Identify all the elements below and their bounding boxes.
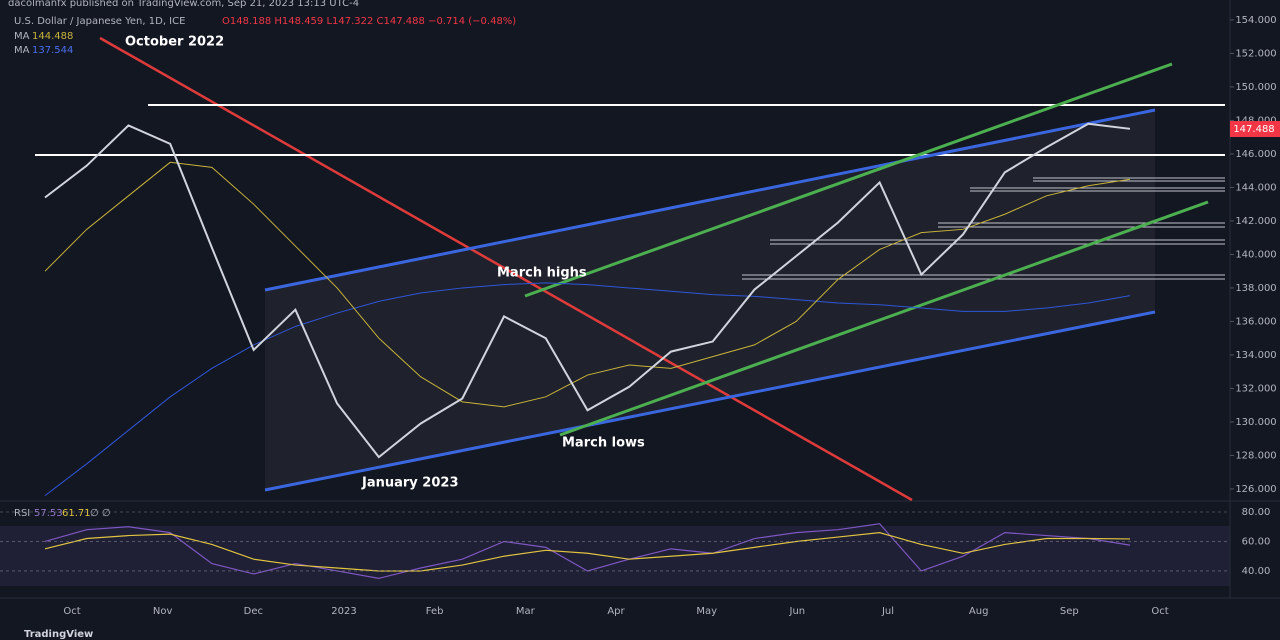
rsi-tick-label: 80.00: [1242, 507, 1271, 518]
rsi-tick-label: 40.00: [1242, 566, 1271, 577]
y-tick-label: 154.000: [1235, 15, 1276, 26]
y-tick-label: 136.000: [1235, 316, 1276, 327]
x-tick-label: Sep: [1060, 606, 1079, 617]
y-tick-label: 138.000: [1235, 283, 1276, 294]
ma-value: 144.488: [32, 31, 73, 42]
rsi-label: RSI: [14, 508, 30, 519]
x-tick-label: Mar: [516, 606, 536, 617]
ohlc: O148.188 H148.459 L147.322 C147.488 −0.7…: [222, 16, 516, 27]
y-tick-label: 148.000: [1235, 115, 1276, 126]
publisher: dacolmanfx published on TradingView.com,…: [8, 0, 359, 9]
x-tick-label: Oct: [63, 606, 80, 617]
y-tick-label: 126.000: [1235, 484, 1276, 495]
x-tick-label: Jul: [881, 606, 894, 617]
y-tick-label: 146.000: [1235, 149, 1276, 160]
channel-shade: [265, 110, 1155, 490]
x-tick-label: 2023: [331, 606, 356, 617]
rsi-band: [0, 526, 1230, 586]
x-tick-label: Apr: [607, 606, 625, 617]
y-tick-label: 140.000: [1235, 249, 1276, 260]
x-tick-label: Feb: [426, 606, 444, 617]
rsi-extra: ∅ ∅: [90, 508, 111, 519]
y-tick-label: 152.000: [1235, 48, 1276, 59]
rsi-ma-value: 61.71: [62, 508, 91, 519]
annotation: January 2023: [361, 476, 458, 491]
annotation: March highs: [497, 266, 587, 281]
symbol-title: U.S. Dollar / Japanese Yen, 1D, ICE: [14, 16, 185, 27]
rsi-value: 57.53: [34, 508, 63, 519]
x-tick-label: Jun: [789, 606, 806, 617]
zone-lines: [742, 177, 1225, 280]
trend-line: [99, 36, 913, 502]
x-tick-label: Oct: [1151, 606, 1168, 617]
rsi-tick-label: 60.00: [1242, 536, 1271, 547]
series-line: [44, 122, 1131, 459]
x-tick-label: Dec: [244, 606, 263, 617]
channel-line: [524, 62, 1173, 298]
annotation: October 2022: [125, 35, 224, 50]
y-tick-label: 142.000: [1235, 216, 1276, 227]
series-line: [44, 282, 1131, 497]
footer-brand: TradingView: [24, 629, 93, 640]
x-tick-label: Aug: [969, 606, 989, 617]
price-tag-label: 147.488: [1233, 124, 1274, 135]
series-line: [44, 161, 1131, 408]
y-tick-label: 130.000: [1235, 417, 1276, 428]
annotation: March lows: [562, 436, 645, 451]
x-tick-label: Nov: [153, 606, 173, 617]
channel-line: [264, 108, 1156, 292]
channel-line: [264, 310, 1156, 492]
y-tick-label: 150.000: [1235, 82, 1276, 93]
series-line: [44, 532, 1131, 572]
x-tick-label: May: [696, 606, 717, 617]
series-line: [44, 523, 1131, 579]
y-tick-label: 128.000: [1235, 450, 1276, 461]
plot: [35, 36, 1225, 579]
ma-value: 137.544: [32, 45, 73, 56]
ma-label: MA: [14, 45, 30, 56]
price-tag: [1230, 121, 1280, 138]
y-tick-label: 144.000: [1235, 182, 1276, 193]
ma-label: MA: [14, 31, 30, 42]
y-tick-label: 132.000: [1235, 383, 1276, 394]
channel-line: [559, 200, 1209, 437]
y-tick-label: 134.000: [1235, 350, 1276, 361]
